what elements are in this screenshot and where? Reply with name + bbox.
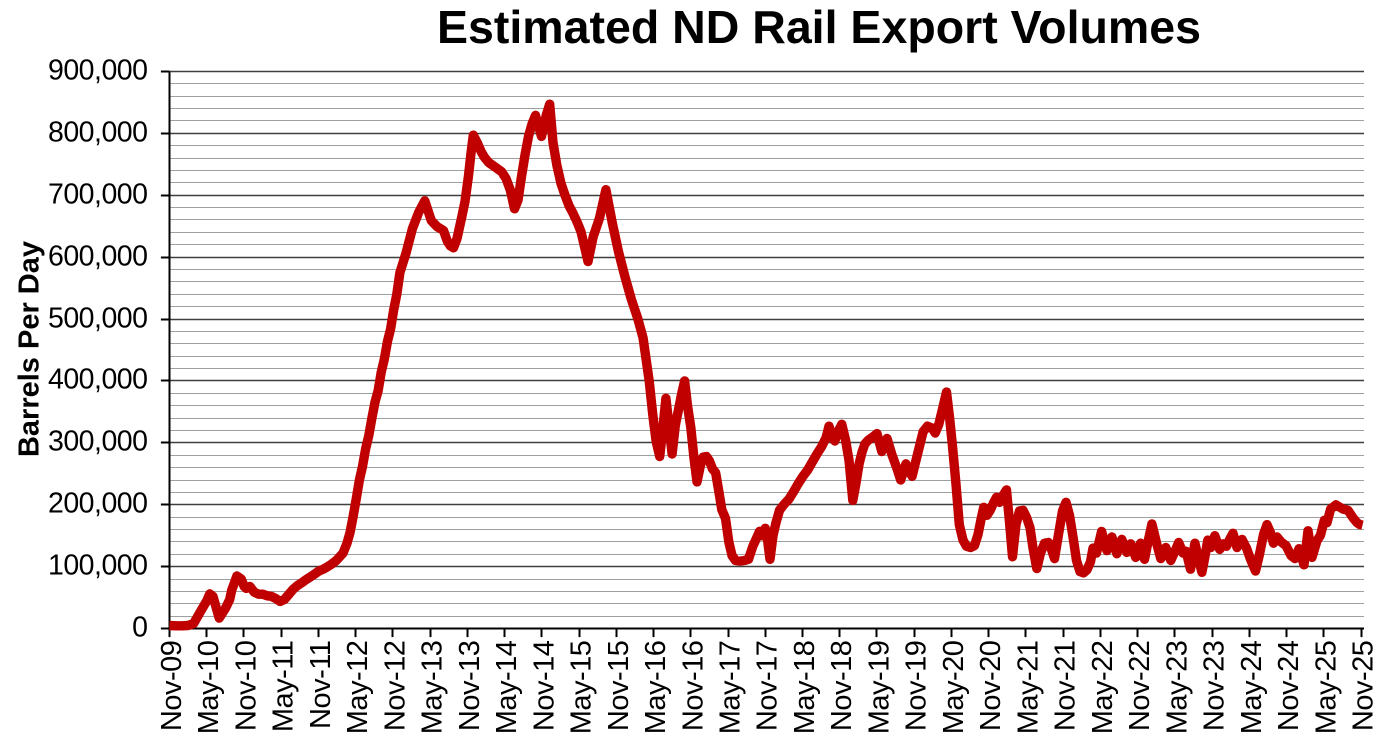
svg-text:Nov-18: Nov-18	[826, 641, 858, 732]
svg-text:May-21: May-21	[1012, 641, 1044, 735]
svg-text:Nov-19: Nov-19	[901, 641, 933, 732]
svg-text:May-15: May-15	[566, 641, 598, 735]
svg-text:Barrels Per Day: Barrels Per Day	[14, 241, 46, 457]
svg-text:900,000: 900,000	[48, 55, 148, 87]
svg-text:300,000: 300,000	[48, 426, 148, 458]
svg-text:800,000: 800,000	[48, 117, 148, 149]
svg-text:May-18: May-18	[789, 641, 821, 735]
svg-text:Nov-14: Nov-14	[528, 640, 560, 731]
svg-text:May-20: May-20	[938, 641, 970, 735]
svg-text:200,000: 200,000	[48, 488, 148, 520]
svg-text:Nov-11: Nov-11	[305, 641, 337, 729]
svg-text:May-13: May-13	[417, 641, 449, 735]
svg-text:0: 0	[132, 612, 147, 644]
svg-text:May-14: May-14	[491, 640, 523, 734]
svg-text:700,000: 700,000	[48, 179, 148, 211]
svg-text:Estimated ND Rail Export Volum: Estimated ND Rail Export Volumes	[437, 1, 1201, 53]
svg-text:May-12: May-12	[342, 641, 374, 735]
svg-text:May-17: May-17	[715, 641, 747, 735]
svg-text:Nov-17: Nov-17	[752, 641, 784, 732]
svg-text:Nov-22: Nov-22	[1124, 641, 1156, 732]
svg-text:100,000: 100,000	[48, 550, 148, 582]
svg-text:Nov-25: Nov-25	[1348, 641, 1380, 732]
svg-text:600,000: 600,000	[48, 241, 148, 273]
svg-text:May-11: May-11	[268, 641, 300, 733]
svg-text:May-23: May-23	[1161, 641, 1193, 735]
svg-text:Nov-12: Nov-12	[379, 641, 411, 732]
svg-text:May-22: May-22	[1087, 641, 1119, 735]
svg-text:Nov-16: Nov-16	[677, 641, 709, 732]
svg-text:May-10: May-10	[193, 641, 225, 735]
svg-text:500,000: 500,000	[48, 303, 148, 335]
svg-text:Nov-09: Nov-09	[156, 641, 188, 732]
svg-text:400,000: 400,000	[48, 364, 148, 396]
svg-text:Nov-20: Nov-20	[975, 641, 1007, 732]
svg-text:Nov-13: Nov-13	[454, 641, 486, 732]
svg-text:Nov-15: Nov-15	[603, 641, 635, 732]
svg-text:May-16: May-16	[640, 641, 672, 735]
svg-text:Nov-23: Nov-23	[1199, 641, 1231, 732]
svg-text:Nov-10: Nov-10	[230, 641, 262, 732]
svg-text:Nov-24: Nov-24	[1273, 640, 1305, 731]
svg-text:May-25: May-25	[1310, 641, 1342, 735]
svg-text:Nov-21: Nov-21	[1050, 641, 1082, 732]
svg-text:May-19: May-19	[864, 641, 896, 735]
svg-text:May-24: May-24	[1236, 640, 1268, 734]
